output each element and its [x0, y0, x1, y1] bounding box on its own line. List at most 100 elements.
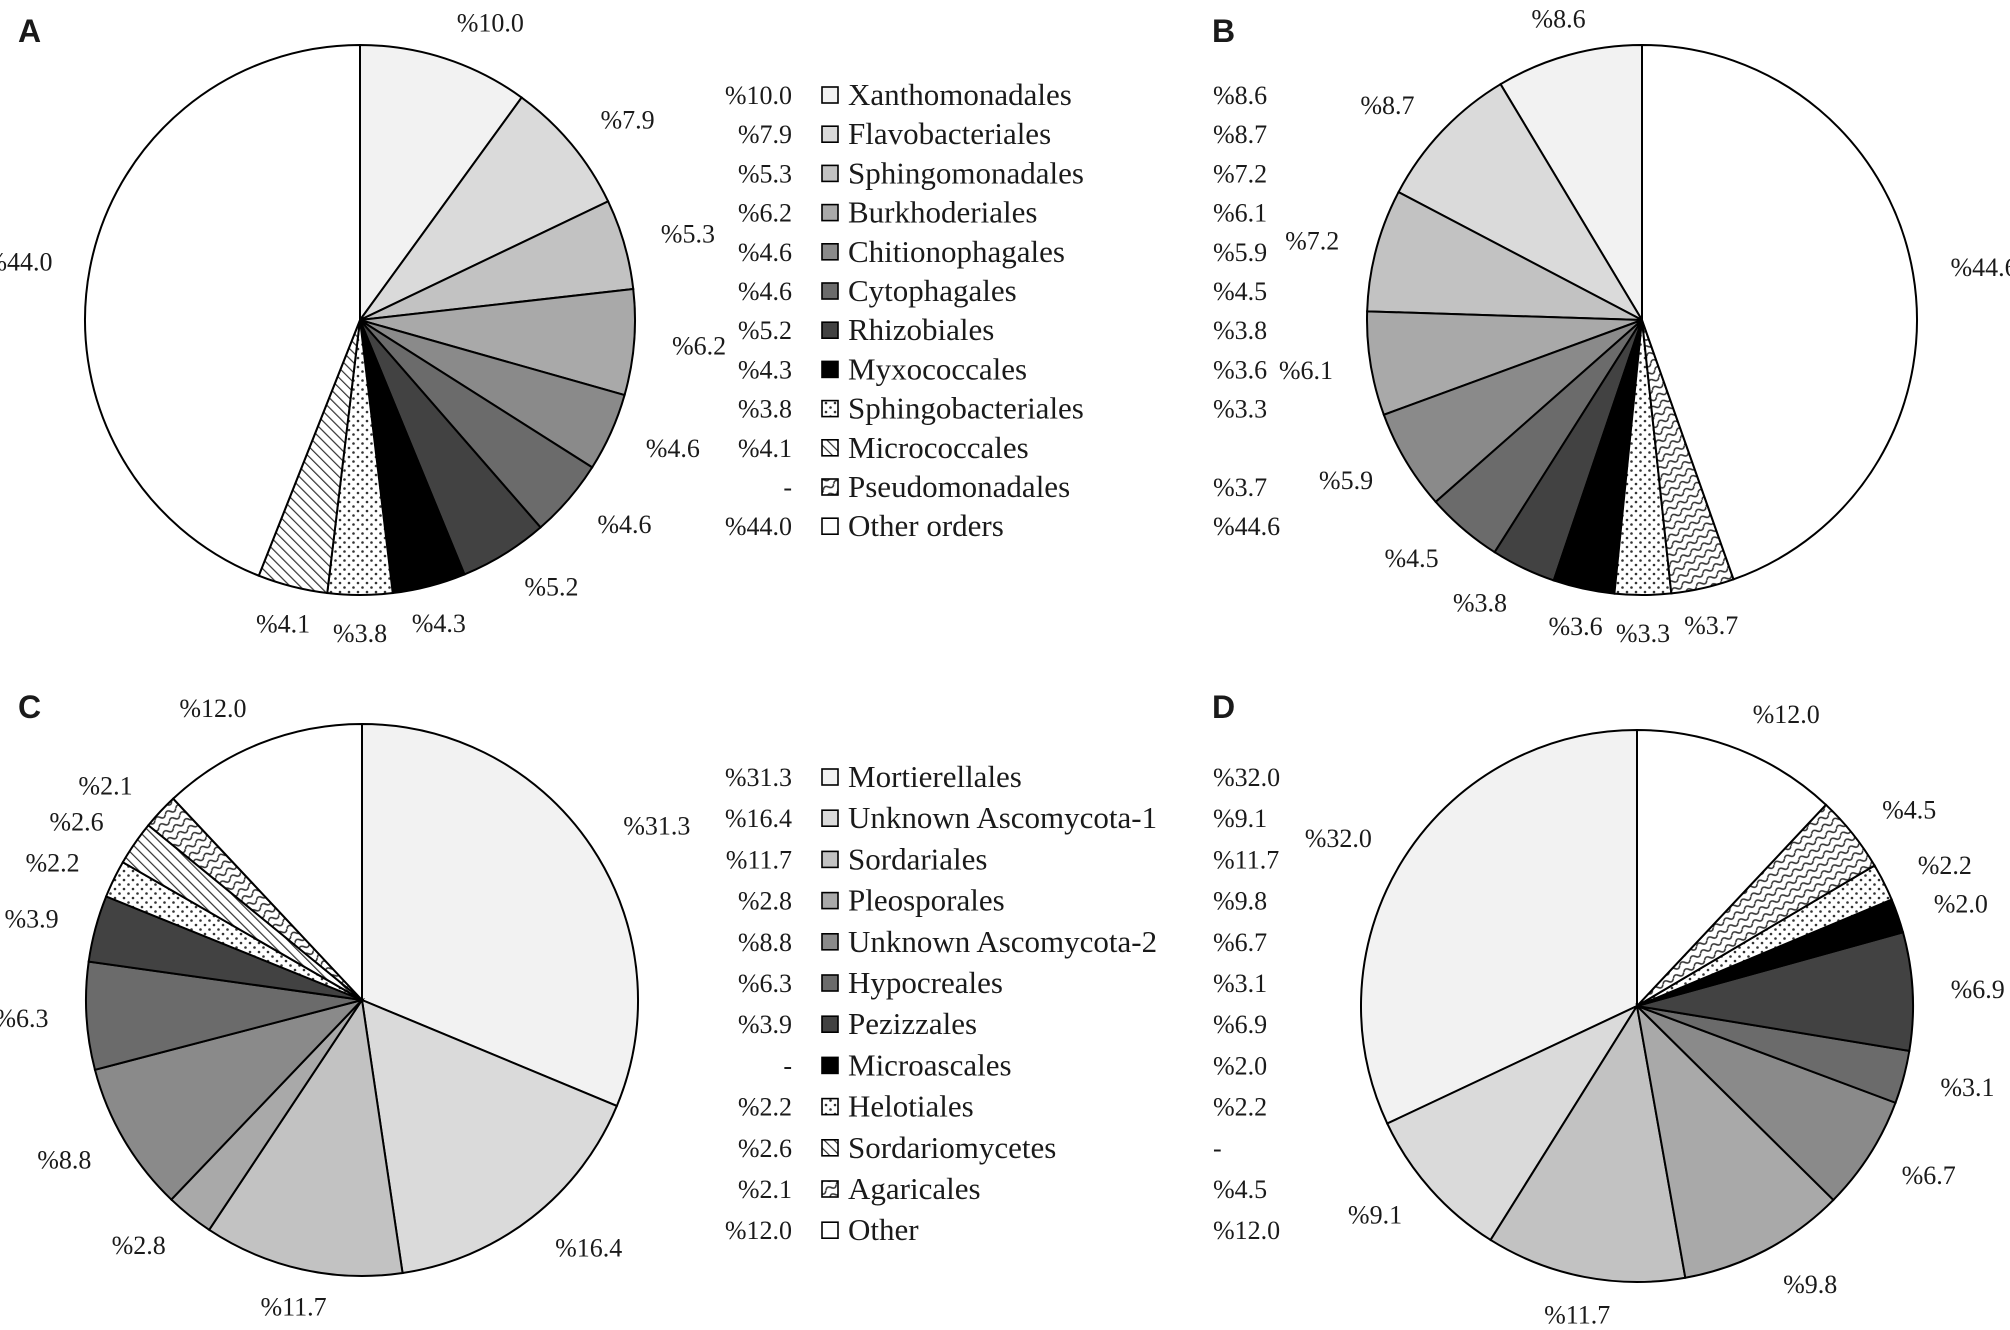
- legend-label-pseudomonadales: Pseudomonadales: [848, 469, 1070, 504]
- legend-right-value-cytophagales: %4.5: [1213, 277, 1267, 306]
- legend-entry-agaricales: %2.1 Agaricales %4.5: [738, 1171, 1267, 1206]
- pie-b-slice-sphingomonadales: [1366, 190, 1643, 321]
- pie-d-slice-sordariales: [1489, 1003, 1687, 1283]
- legend-right-value-mortierellales: %32.0: [1213, 763, 1280, 792]
- legend-right-value-microascales: %2.0: [1213, 1051, 1267, 1080]
- legend-label-myxococcales: Myxococcales: [848, 351, 1027, 386]
- legend-entry-rhizobiales: %5.2 Rhizobiales %3.8: [738, 312, 1267, 347]
- legend-fungi: %31.3 Mortierellales %32.0 %16.4 Unknown Asc…: [725, 759, 1280, 1247]
- pie-d-slice-other: [1636, 728, 1828, 1009]
- legend-swatch-other-orders: [821, 517, 839, 536]
- legend-left-value-cytophagales: %4.6: [738, 277, 792, 306]
- legend-label-other-orders: Other orders: [848, 508, 1004, 543]
- panel-letter-c: C: [18, 689, 41, 725]
- panel-letter-b: B: [1212, 13, 1235, 49]
- pie-c-label-agaricales: %2.1: [78, 772, 132, 801]
- legend-entry-myxococcales: %4.3 Myxococcales %3.6: [738, 351, 1267, 386]
- legend-entry-flavobacteriales: %7.9 Flavobacteriales %8.7: [738, 116, 1267, 151]
- legend-right-value-other: %12.0: [1213, 1216, 1280, 1245]
- legend-label-pezizzales: Pezizzales: [848, 1006, 977, 1041]
- pie-c-slice-unknown-ascomycota-1: [360, 998, 619, 1275]
- legend-right-value-unknown-ascomycota-1: %9.1: [1213, 804, 1267, 833]
- legend-label-microascales: Microascales: [848, 1047, 1012, 1082]
- legend-swatch-sordariales: [821, 850, 839, 869]
- pie-c-slice-sordariales: [207, 997, 404, 1277]
- legend-right-value-pezizzales: %6.9: [1213, 1010, 1267, 1039]
- legend-left-value-sordariales: %11.7: [726, 845, 792, 874]
- legend-swatch-xanthomonadales: [821, 86, 839, 104]
- legend-right-value-pseudomonadales: %3.7: [1213, 473, 1267, 502]
- legend-entry-helotiales: %2.2 Helotiales %2.2: [738, 1089, 1267, 1124]
- legend-label-chitionophagales: Chitionophagales: [848, 234, 1065, 269]
- legend-swatch-hypocreales: [821, 974, 839, 992]
- legend-entry-other: %12.0 Other %12.0: [725, 1212, 1280, 1247]
- pie-a-label-flavobacteriales: %7.9: [601, 106, 655, 135]
- pie-b-label-chitionophagales: %5.9: [1319, 466, 1373, 495]
- legend-right-value-agaricales: %4.5: [1213, 1175, 1267, 1204]
- pie-d-label-microascales: %2.0: [1934, 889, 1988, 918]
- legend-swatch-helotiales: [821, 1097, 839, 1116]
- pie-d-label-unknown-ascomycota-1: %9.1: [1348, 1200, 1402, 1229]
- pie-a-label-rhizobiales: %5.2: [524, 572, 578, 601]
- legend-right-value-hypocreales: %3.1: [1213, 969, 1267, 998]
- pie-a-label-burkhoderiales: %6.2: [672, 332, 726, 361]
- pie-b-label-sphingobacteriales: %3.3: [1616, 619, 1670, 648]
- legend-label-sordariales: Sordariales: [848, 841, 987, 876]
- legend-swatch-other: [821, 1221, 839, 1239]
- legend-label-flavobacteriales: Flavobacteriales: [848, 116, 1051, 151]
- pie-c-slice-other: [171, 722, 363, 1003]
- pie-d-slice-unknown-ascomycota-2: [1636, 1005, 1897, 1202]
- pie-d-label-helotiales: %2.2: [1918, 851, 1972, 880]
- pie-c-label-other: %12.0: [179, 694, 246, 723]
- legend-label-burkhoderiales: Burkhoderiales: [848, 195, 1037, 230]
- legend-right-value-sordariomycetes: -: [1213, 1134, 1222, 1163]
- pie-c-slice-unknown-ascomycota-2: [93, 998, 366, 1201]
- legend-left-value-xanthomonadales: %10.0: [725, 81, 792, 110]
- legend-entry-sphingobacteriales: %3.8 Sphingobacteriales %3.3: [738, 391, 1267, 426]
- legend-entry-sphingomonadales: %5.3 Sphingomonadales %7.2: [738, 155, 1267, 190]
- legend-swatch-cytophagales: [821, 282, 839, 300]
- pie-c-label-pezizzales: %3.9: [5, 905, 59, 934]
- legend-swatch-chitionophagales: [821, 243, 839, 261]
- pie-a-slice-flavobacteriales: [359, 96, 610, 321]
- legend-left-value-helotiales: %2.2: [738, 1093, 792, 1122]
- legend-right-value-burkhoderiales: %6.1: [1213, 199, 1267, 228]
- pie-d-label-sordariales: %11.7: [1544, 1300, 1610, 1329]
- pie-a-label-micrococcales: %4.1: [256, 609, 310, 638]
- panel-letter-a: A: [18, 13, 41, 49]
- pie-c-label-unknown-ascomycota-2: %8.8: [37, 1145, 91, 1174]
- legend-left-value-mortierellales: %31.3: [725, 763, 792, 792]
- pie-c-label-unknown-ascomycota-1: %16.4: [555, 1234, 622, 1263]
- legend-right-value-other-orders: %44.6: [1213, 512, 1280, 541]
- legend-left-value-other-orders: %44.0: [725, 512, 792, 541]
- pie-d-label-pezizzales: %6.9: [1951, 975, 2005, 1004]
- legend-entry-hypocreales: %6.3 Hypocreales %3.1: [738, 965, 1267, 1000]
- pie-a-label-xanthomonadales: %10.0: [457, 8, 524, 37]
- pie-d-slice-pezizzales: [1636, 931, 1914, 1053]
- legend-left-value-agaricales: %2.1: [738, 1175, 792, 1204]
- legend-swatch-micrococcales: [821, 438, 839, 457]
- pie-c-label-pleosporales: %2.8: [112, 1231, 166, 1260]
- legend-entry-microascales: - Microascales %2.0: [783, 1047, 1267, 1082]
- legend-label-other: Other: [848, 1212, 919, 1247]
- pie-a-label-sphingomonadales: %5.3: [661, 220, 715, 249]
- legend-left-value-hypocreales: %6.3: [738, 969, 792, 998]
- pie-a-label-cytophagales: %4.6: [597, 510, 651, 539]
- legend-swatch-agaricales: [821, 1180, 839, 1198]
- legend-left-value-sphingomonadales: %5.3: [738, 159, 792, 188]
- legend-left-value-sphingobacteriales: %3.8: [738, 395, 792, 424]
- pie-c-slice-mortierellales: [361, 722, 640, 1108]
- legend-right-value-unknown-ascomycota-2: %6.7: [1213, 928, 1267, 957]
- legend-bacteria: %10.0 Xanthomonadales %8.6 %7.9 Flavobacteri…: [725, 77, 1280, 543]
- pie-b-slice-xanthomonadales: [1499, 43, 1643, 324]
- legend-right-value-flavobacteriales: %8.7: [1213, 120, 1267, 149]
- legend-label-hypocreales: Hypocreales: [848, 965, 1003, 1000]
- pie-d-label-mortierellales: %32.0: [1305, 824, 1372, 853]
- legend-left-value-sordariomycetes: %2.6: [738, 1134, 792, 1163]
- pie-d-slice-unknown-ascomycota-1: [1385, 1003, 1640, 1242]
- pie-b-label-cytophagales: %4.5: [1385, 544, 1439, 573]
- pie-c-label-helotiales: %2.2: [26, 848, 80, 877]
- legend-label-sordariomycetes: Sordariomycetes: [848, 1130, 1056, 1165]
- legend-entry-mortierellales: %31.3 Mortierellales %32.0: [725, 759, 1280, 794]
- legend-right-value-myxococcales: %3.6: [1213, 355, 1267, 384]
